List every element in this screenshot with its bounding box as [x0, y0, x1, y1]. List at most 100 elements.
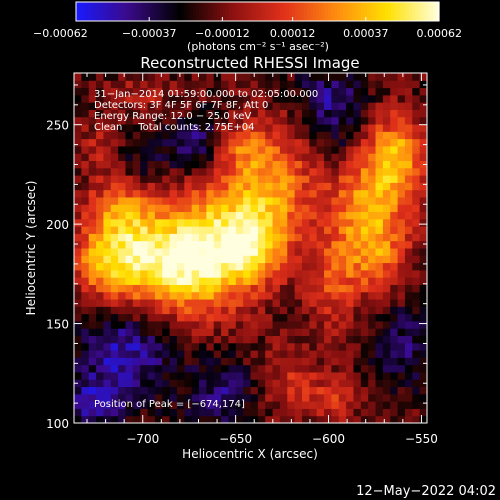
heatmap-cell: [331, 167, 340, 176]
heatmap-cell: [140, 73, 149, 81]
heatmap-cell: [375, 160, 384, 169]
heatmap-cell: [279, 357, 288, 366]
heatmap-cell: [294, 262, 303, 271]
heatmap-cell: [382, 291, 391, 300]
heatmap-cell: [176, 401, 185, 409]
heatmap-cell: [287, 284, 296, 293]
heatmap-cell: [235, 408, 244, 417]
heatmap-cell: [154, 233, 163, 242]
heatmap-cell: [397, 269, 406, 278]
heatmap-cell: [125, 269, 134, 278]
heatmap-cell: [301, 175, 310, 183]
heatmap-cell: [397, 379, 406, 388]
colorbar-cell: [337, 2, 341, 21]
heatmap-cell: [375, 80, 384, 89]
heatmap-cell: [287, 364, 296, 373]
heatmap-cell: [243, 73, 251, 81]
heatmap-cell: [338, 145, 347, 154]
heatmap-cell: [390, 328, 399, 336]
heatmap-cell: [103, 408, 112, 417]
heatmap-cell: [404, 94, 413, 103]
heatmap-cell: [154, 94, 163, 103]
heatmap-cell: [404, 415, 413, 424]
colorbar-cell: [151, 2, 155, 21]
heatmap-cell: [419, 393, 428, 402]
heatmap-cell: [140, 342, 149, 351]
heatmap-cell: [346, 248, 354, 256]
heatmap-cell: [404, 306, 413, 315]
heatmap-cell: [191, 240, 200, 249]
heatmap-cell: [118, 357, 126, 366]
heatmap-cell: [294, 80, 303, 89]
heatmap-cell: [272, 218, 281, 227]
heatmap-cell: [397, 299, 406, 307]
heatmap-cell: [419, 138, 428, 147]
heatmap-cell: [88, 248, 97, 256]
heatmap-cell: [265, 408, 274, 417]
heatmap-cell: [316, 255, 325, 264]
heatmap-cell: [96, 262, 104, 271]
heatmap-cell: [213, 102, 222, 110]
heatmap-cell: [162, 284, 171, 293]
heatmap-cell: [221, 350, 229, 358]
heatmap-cell: [272, 357, 281, 366]
heatmap-cell: [96, 364, 104, 373]
heatmap-cell: [250, 182, 259, 191]
heatmap-cell: [390, 145, 399, 154]
heatmap-cell: [235, 350, 244, 358]
heatmap-cell: [110, 211, 119, 220]
heatmap-cell: [375, 73, 384, 81]
heatmap-cell: [176, 277, 185, 285]
heatmap-cell: [316, 211, 325, 220]
heatmap-cell: [419, 153, 428, 161]
heatmap-cell: [309, 226, 318, 234]
heatmap-cell: [353, 153, 362, 161]
heatmap-cell: [382, 269, 391, 278]
heatmap-cell: [375, 291, 384, 300]
heatmap-cell: [243, 138, 251, 147]
heatmap-cell: [88, 262, 97, 271]
heatmap-cell: [176, 196, 185, 205]
heatmap-cell: [213, 379, 222, 388]
heatmap-cell: [397, 277, 406, 285]
colorbar-cell: [154, 2, 158, 21]
heatmap-cell: [360, 124, 369, 132]
heatmap-cell: [412, 102, 421, 110]
heatmap-cell: [191, 393, 200, 402]
heatmap-cell: [154, 415, 163, 424]
heatmap-cell: [309, 277, 318, 285]
heatmap-cell: [353, 357, 362, 366]
heatmap-cell: [375, 189, 384, 198]
heatmap-cell: [110, 320, 119, 329]
heatmap-cell: [294, 167, 303, 176]
heatmap-cell: [353, 145, 362, 154]
colorbar-cell: [82, 2, 86, 21]
heatmap-cell: [81, 350, 90, 358]
heatmap-cell: [118, 379, 126, 388]
heatmap-cell: [272, 379, 281, 388]
heatmap-cell: [331, 350, 340, 358]
heatmap-cell: [228, 379, 237, 388]
heatmap-cell: [375, 116, 384, 125]
heatmap-cell: [221, 116, 229, 125]
heatmap-cell: [132, 291, 141, 300]
heatmap-cell: [360, 320, 369, 329]
heatmap-cell: [103, 131, 112, 140]
heatmap-cell: [390, 226, 399, 234]
heatmap-cell: [397, 109, 406, 118]
heatmap-cell: [118, 138, 126, 147]
heatmap-cell: [147, 306, 156, 315]
heatmap-cell: [412, 342, 421, 351]
heatmap-cell: [118, 145, 126, 154]
heatmap-cell: [301, 350, 310, 358]
heatmap-cell: [221, 175, 229, 183]
heatmap-cell: [368, 401, 377, 409]
heatmap-cell: [368, 175, 377, 183]
heatmap-cell: [147, 94, 156, 103]
heatmap-cell: [375, 131, 384, 140]
heatmap-cell: [412, 255, 421, 264]
heatmap-cell: [294, 335, 303, 344]
heatmap-cell: [338, 306, 347, 315]
heatmap-cell: [287, 393, 296, 402]
heatmap-cell: [250, 342, 259, 351]
